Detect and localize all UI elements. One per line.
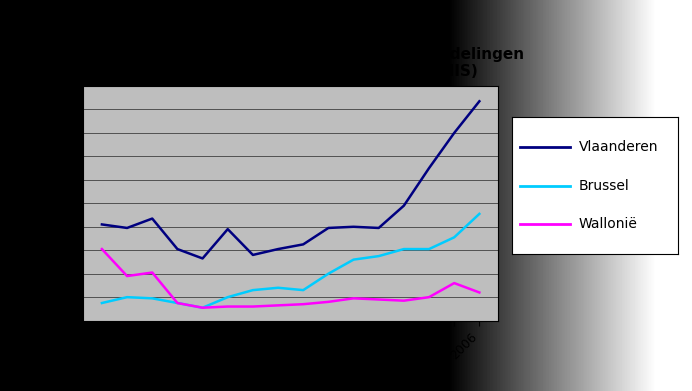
Wallonië xyxy=(199,305,207,310)
Wallonië xyxy=(123,274,131,278)
Brussel xyxy=(450,235,458,240)
Vlaanderen xyxy=(123,226,131,230)
Brussel xyxy=(299,288,307,292)
Wallonië xyxy=(349,296,358,301)
Vlaanderen xyxy=(374,226,383,230)
Text: Brussel: Brussel xyxy=(579,179,629,193)
Line: Wallonië: Wallonië xyxy=(102,249,480,308)
Wallonië xyxy=(224,304,232,309)
Wallonië xyxy=(248,304,257,309)
Wallonië xyxy=(400,298,408,303)
Wallonië xyxy=(148,270,156,275)
Vlaanderen xyxy=(325,226,333,230)
Brussel xyxy=(475,212,484,216)
Vlaanderen xyxy=(425,166,433,170)
Wallonië xyxy=(475,290,484,295)
Vlaanderen xyxy=(173,247,181,251)
Wallonië xyxy=(450,281,458,285)
Text: Vlaanderen: Vlaanderen xyxy=(579,140,658,154)
Brussel xyxy=(325,271,333,276)
Vlaanderen xyxy=(199,256,207,261)
Brussel xyxy=(425,247,433,251)
Wallonië xyxy=(374,297,383,302)
Wallonië xyxy=(98,247,106,251)
Line: Vlaanderen: Vlaanderen xyxy=(102,101,480,258)
Vlaanderen xyxy=(299,242,307,247)
Text: Geregistreerde immigratie van Indiase vreemdelingen
per gewest tussen 1991 en 20: Geregistreerde immigratie van Indiase vr… xyxy=(57,47,524,79)
Vlaanderen xyxy=(98,222,106,227)
Wallonië xyxy=(274,303,282,308)
Vlaanderen xyxy=(450,131,458,135)
Vlaanderen xyxy=(475,99,484,104)
Wallonië xyxy=(325,300,333,304)
Vlaanderen xyxy=(274,247,282,251)
Brussel xyxy=(98,301,106,305)
Brussel xyxy=(148,296,156,301)
Wallonië xyxy=(425,295,433,300)
Brussel xyxy=(400,247,408,251)
Brussel xyxy=(274,285,282,290)
Brussel xyxy=(173,301,181,305)
Brussel xyxy=(224,295,232,300)
Brussel xyxy=(374,254,383,258)
Vlaanderen xyxy=(400,203,408,208)
Brussel xyxy=(199,305,207,310)
Wallonië xyxy=(173,301,181,305)
Vlaanderen xyxy=(349,224,358,229)
Text: Wallonië: Wallonië xyxy=(579,217,637,231)
Vlaanderen xyxy=(224,227,232,231)
Brussel xyxy=(248,288,257,292)
Vlaanderen xyxy=(248,253,257,257)
Brussel xyxy=(123,295,131,300)
Line: Brussel: Brussel xyxy=(102,214,480,308)
Vlaanderen xyxy=(148,216,156,221)
Brussel xyxy=(349,257,358,262)
Wallonië xyxy=(299,302,307,307)
